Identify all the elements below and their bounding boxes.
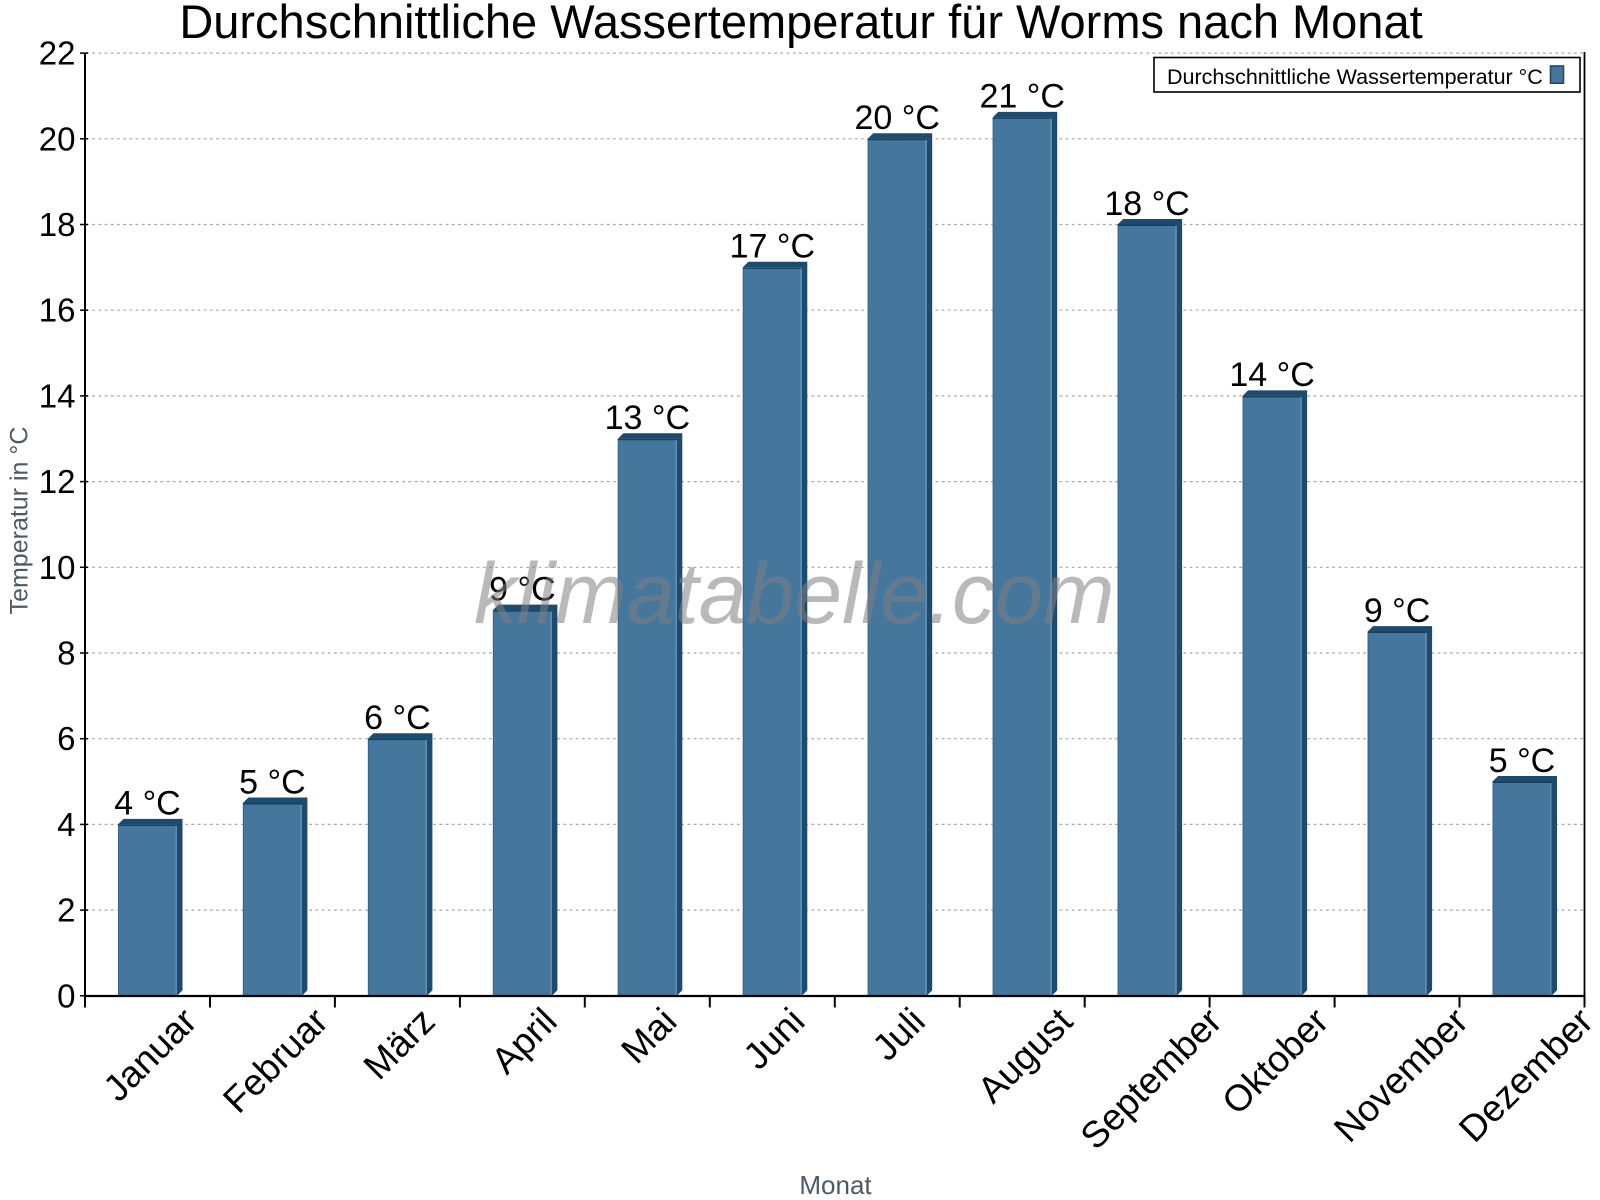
svg-text:klimatabelle.com: klimatabelle.com	[474, 546, 1114, 642]
svg-text:16: 16	[39, 292, 76, 329]
svg-text:5 °C: 5 °C	[239, 763, 306, 801]
svg-text:18: 18	[39, 206, 76, 243]
svg-text:13 °C: 13 °C	[605, 399, 690, 437]
svg-text:Durchschnittliche Wassertemper: Durchschnittliche Wassertemperatur für W…	[179, 0, 1422, 48]
svg-text:20: 20	[39, 120, 76, 157]
svg-text:4 °C: 4 °C	[114, 785, 181, 823]
svg-text:14 °C: 14 °C	[1229, 356, 1314, 394]
svg-text:14: 14	[39, 377, 76, 414]
svg-text:2: 2	[57, 892, 75, 929]
svg-text:4: 4	[57, 806, 75, 843]
svg-text:5 °C: 5 °C	[1489, 742, 1556, 780]
svg-text:20 °C: 20 °C	[854, 99, 939, 137]
svg-text:Durchschnittliche Wassertemper: Durchschnittliche Wassertemperatur °C	[1167, 65, 1543, 89]
svg-text:9 °C: 9 °C	[489, 570, 556, 608]
svg-text:Monat: Monat	[799, 1170, 872, 1200]
svg-text:12: 12	[39, 463, 76, 500]
svg-text:8: 8	[57, 635, 75, 672]
svg-text:9 °C: 9 °C	[1364, 592, 1431, 630]
svg-text:21 °C: 21 °C	[979, 78, 1064, 116]
svg-text:17 °C: 17 °C	[730, 228, 815, 266]
svg-text:18 °C: 18 °C	[1104, 185, 1189, 223]
svg-text:0: 0	[57, 977, 75, 1014]
svg-text:6 °C: 6 °C	[364, 699, 431, 737]
svg-text:Temperatur in °C: Temperatur in °C	[6, 427, 34, 615]
svg-text:22: 22	[39, 35, 76, 72]
svg-text:6: 6	[57, 720, 75, 757]
svg-text:10: 10	[39, 549, 76, 586]
